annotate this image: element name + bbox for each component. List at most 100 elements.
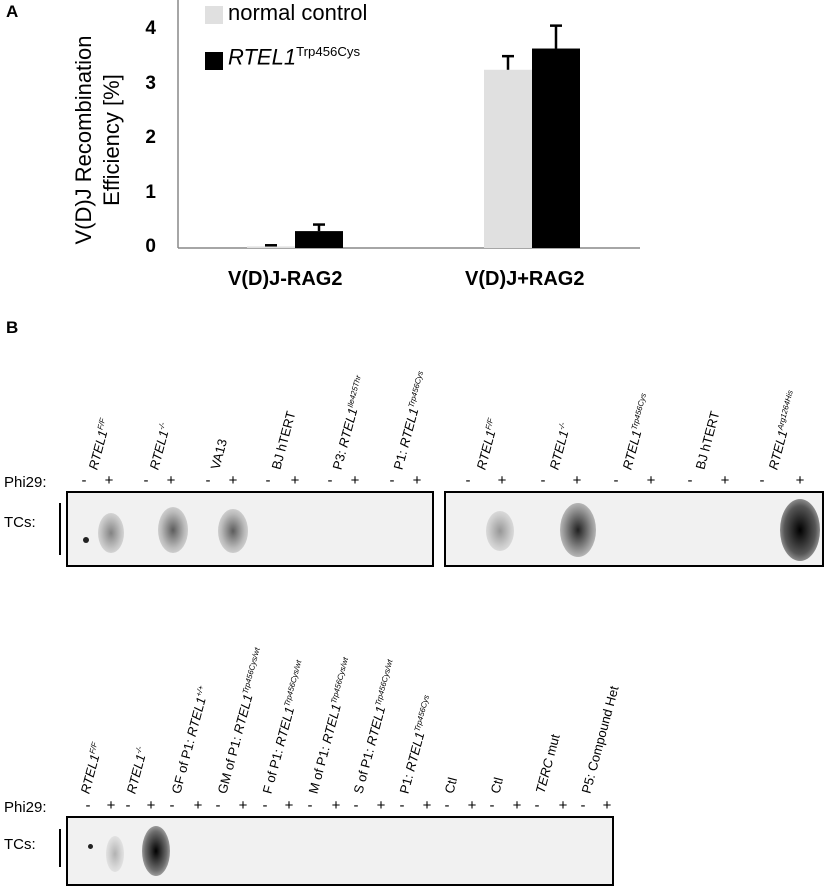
minus-sign: - — [353, 797, 359, 814]
lane-label-prefix: GF of P1: — [168, 734, 199, 796]
blot-2 — [444, 491, 824, 567]
minus-sign: - — [85, 797, 91, 814]
bar-chart — [177, 0, 640, 249]
lane-label-name: RTEL1 — [123, 752, 148, 796]
lane-label-sup: Arg1264His — [775, 389, 795, 431]
minus-sign: - — [759, 472, 765, 489]
y-tick-label: 4 — [145, 18, 156, 39]
lane-label: BJ hTERT — [269, 409, 299, 471]
tcs-bracket-row1 — [59, 503, 61, 555]
lane-label-sup: Trp456Cys/wt — [373, 658, 395, 707]
legend-rtel1-name: RTEL1 — [228, 44, 297, 70]
minus-sign: - — [687, 472, 693, 489]
lane-label-prefix: P1: — [396, 769, 417, 796]
tcs-label-row1: TCs: — [4, 514, 36, 531]
band — [486, 511, 514, 551]
lane-label: S of P1: RTEL1Trp456Cys/wt — [350, 658, 400, 795]
minus-sign: - — [169, 797, 175, 814]
lane-label-prefix: P1: — [390, 445, 411, 472]
lane-label-name: Ctl — [441, 775, 461, 795]
plus-sign: + — [350, 472, 360, 489]
lane-label: BJ hTERT — [693, 409, 723, 471]
minus-sign: - — [125, 797, 131, 814]
plus-sign: + — [558, 797, 568, 814]
lane-label: RTEL1F/F — [77, 741, 105, 795]
minus-sign: - — [81, 472, 87, 489]
lane-label-prefix: M of P1: — [305, 741, 333, 796]
lane-label-name: RTEL1 — [272, 705, 298, 748]
lane-label-name: TERC — [532, 756, 557, 795]
band — [142, 826, 170, 876]
legend-rtel1: RTEL1Trp456Cys — [228, 44, 360, 70]
band — [98, 513, 124, 553]
bar-normal-control-0 — [247, 246, 295, 248]
y-tick-label: 2 — [145, 127, 156, 148]
bar-rtel1-0 — [295, 231, 343, 248]
legend-swatch-rtel1 — [205, 52, 223, 70]
minus-sign: - — [465, 472, 471, 489]
lane-label-name: RTEL1 — [335, 406, 361, 449]
lane-label-sup: Trp456Cys/wt — [328, 656, 350, 705]
lane-label-suffix: mut — [541, 732, 563, 761]
band — [560, 503, 596, 557]
lane-label: RTEL1F/F — [473, 417, 501, 471]
legend-rtel1-sup: Trp456Cys — [296, 44, 361, 59]
lane-label-sup: Trp456Cys — [629, 392, 649, 431]
lane-label: GF of P1: RTEL1+/+ — [168, 684, 211, 795]
minus-sign: - — [444, 797, 450, 814]
blot-1 — [66, 491, 434, 567]
lane-label: RTEL1Trp456Cys — [619, 392, 654, 471]
lane-label-sup: -/- — [556, 421, 568, 431]
minus-sign: - — [215, 797, 221, 814]
lane-label-sup: -/- — [156, 421, 168, 431]
minus-sign: - — [327, 472, 333, 489]
lane-label-sup: Ile425Thr — [345, 374, 363, 409]
lane-label-name: RTEL1 — [619, 428, 645, 472]
lane-label: Ctl — [442, 776, 461, 795]
lane-label-name: RTEL1 — [230, 692, 255, 736]
lane-label: GM of P1: RTEL1Trp456Cys/wt — [214, 647, 268, 796]
minus-sign: - — [205, 472, 211, 489]
legend-swatch-normal-control — [205, 6, 223, 24]
lane-label-sup: Trp456Cys/wt — [240, 646, 262, 695]
lane-label: F of P1: RTEL1Trp456Cys/wt — [259, 659, 309, 795]
plus-sign: + — [467, 797, 477, 814]
minus-sign: - — [534, 797, 540, 814]
lane-label-name: Ctl — [487, 775, 506, 795]
lane-label-name: RTEL1 — [363, 704, 389, 748]
lane-label: VA13 — [208, 437, 230, 471]
x-category-1: V(D)J+RAG2 — [465, 268, 585, 290]
lane-label-sup: F/F — [483, 417, 496, 431]
plus-sign: + — [422, 797, 432, 814]
lane-label-prefix: P3: — [329, 445, 350, 472]
panel-a-letter: A — [6, 2, 19, 21]
plus-sign: + — [106, 797, 116, 814]
lane-label-name: RTEL1 — [473, 428, 499, 472]
minus-sign: - — [399, 797, 405, 814]
blot-3 — [66, 816, 614, 886]
plus-sign: + — [497, 472, 507, 489]
lane-label: P5: Compound Het — [578, 684, 621, 795]
legend-normal-control: normal control — [228, 0, 368, 25]
lane-label-name: BJ hTERT — [692, 409, 723, 471]
band — [158, 507, 188, 553]
plus-sign: + — [602, 797, 612, 814]
plus-sign: + — [104, 472, 114, 489]
lane-label-name: RTEL1 — [146, 428, 172, 472]
minus-sign: - — [489, 797, 495, 814]
panel-b-letter: B — [6, 318, 19, 337]
minus-sign: - — [262, 797, 268, 814]
lane-label: RTEL1Arg1264His — [765, 389, 801, 471]
tcs-bracket-row2 — [59, 829, 61, 867]
lane-label: P3: RTEL1Ile425Thr — [329, 374, 369, 471]
lane-label-name: RTEL1 — [318, 702, 344, 746]
minus-sign: - — [307, 797, 313, 814]
plus-sign: + — [284, 797, 294, 814]
lane-label-name: RTEL1 — [765, 428, 791, 472]
y-tick-label: 3 — [145, 72, 156, 94]
plus-sign: + — [146, 797, 156, 814]
lane-label-name: RTEL1 — [401, 730, 427, 773]
lane-label-sup: Trp456Cys — [406, 369, 426, 409]
plus-sign: + — [795, 472, 805, 489]
plus-sign: + — [238, 797, 248, 814]
